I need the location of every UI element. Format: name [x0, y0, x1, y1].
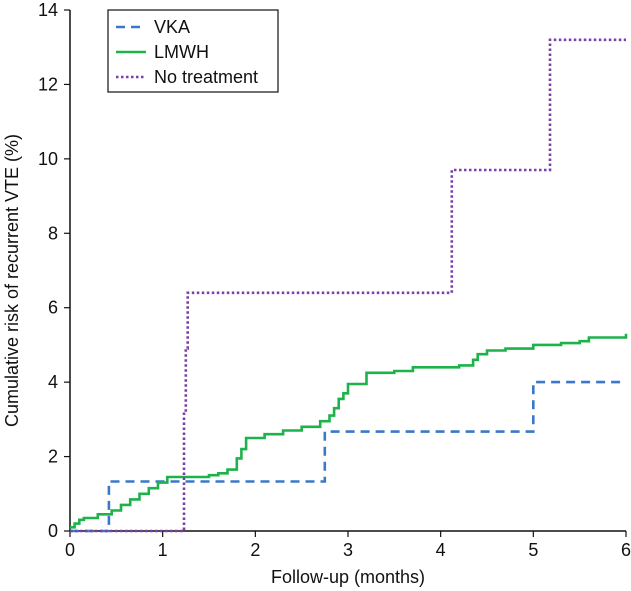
series-line-lmwh — [70, 333, 628, 529]
y-tick-label: 10 — [38, 149, 58, 169]
series-line-no-treatment — [70, 38, 626, 533]
series-line-vka — [70, 380, 626, 533]
y-tick-label: 6 — [48, 298, 58, 318]
legend-label-vka: VKA — [154, 17, 190, 37]
y-axis-title: Cumulative risk of recurrent VTE (%) — [2, 134, 22, 427]
y-tick-label: 12 — [38, 74, 58, 94]
x-axis-title: Follow-up (months) — [271, 567, 425, 587]
y-tick-label: 14 — [38, 0, 58, 20]
legend-label-lmwh: LMWH — [154, 42, 209, 62]
x-tick-label: 1 — [158, 540, 168, 560]
y-tick-label: 0 — [48, 521, 58, 541]
y-tick-label: 8 — [48, 223, 58, 243]
x-tick-label: 0 — [65, 540, 75, 560]
y-tick-label: 2 — [48, 447, 58, 467]
x-tick-label: 3 — [343, 540, 353, 560]
x-tick-label: 4 — [436, 540, 446, 560]
y-tick-label: 4 — [48, 372, 58, 392]
legend-box — [107, 9, 279, 93]
legend-label-no-treatment: No treatment — [154, 67, 258, 87]
x-tick-label: 2 — [250, 540, 260, 560]
x-tick-label: 6 — [621, 540, 631, 560]
x-tick-label: 5 — [528, 540, 538, 560]
